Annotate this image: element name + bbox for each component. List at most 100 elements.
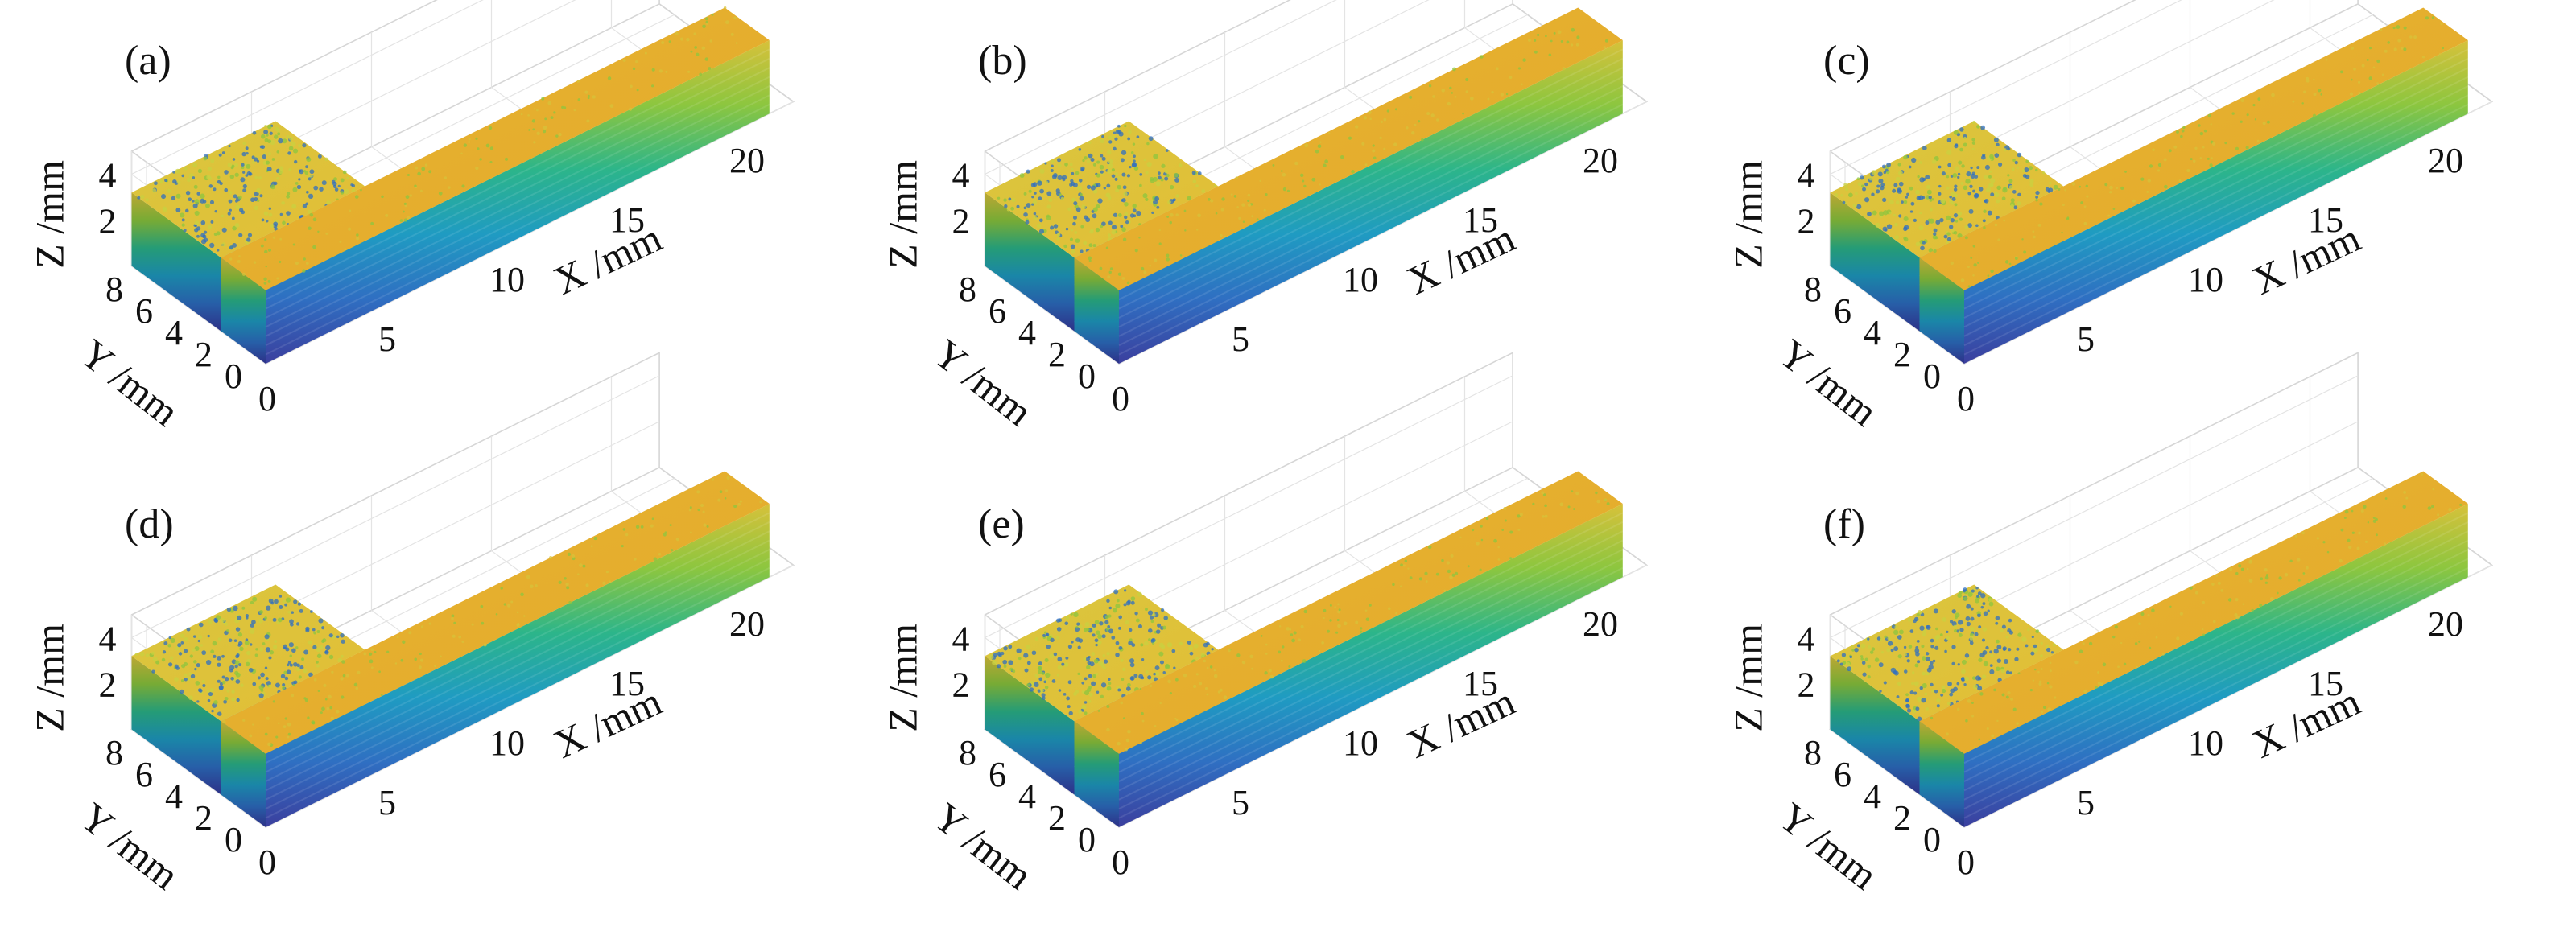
block-1-point [1922,632,1927,636]
block-0-layer-line [1118,76,1624,328]
block-1-point [1201,189,1206,193]
block-1-point [1953,130,1959,135]
block-0-point [394,662,398,665]
block-1-point [237,643,242,647]
block-0-point [284,717,287,720]
block-1-point [2033,647,2038,653]
block-0-point [1221,197,1225,201]
block-1-point [1988,175,1992,179]
block-0-point [1372,149,1376,153]
block-0-point [2400,47,2404,50]
block-0-point [1158,229,1162,232]
block-1-point [1079,196,1084,201]
block-0-point [1373,156,1377,160]
block-0-side-face [1074,721,1119,827]
block-0-point [1278,625,1282,628]
block-1-point [1050,637,1055,643]
block-1-point [1125,686,1131,691]
block-1-point [2016,647,2020,651]
block-0-point [1117,272,1122,276]
block-1-point [1026,661,1031,665]
block-0-point [1209,665,1213,669]
block-1-point [1001,651,1005,656]
block-1-point [245,638,249,641]
block-1-point [228,199,233,204]
block-0-point [1971,702,1974,704]
block-1-point [201,650,207,656]
block-1-point [1075,207,1081,212]
x-tick-label: 10 [2188,723,2223,763]
block-0-point [1169,220,1172,225]
block-0-side-face [1919,257,1964,364]
block-1-point [268,684,272,688]
block-1-point [2014,160,2018,165]
block-1-point [242,171,246,174]
block-0-point [2157,163,2162,167]
block-0-layer-line [1963,558,2469,810]
block-1-point [1925,175,1930,180]
block-1-point [1175,194,1179,198]
block-1-point [1053,224,1059,229]
block-1-point [1129,213,1135,218]
block-1-point [346,176,349,180]
x-tick-label: 0 [258,842,276,882]
block-1-point [1108,682,1112,686]
block-1-point [1094,620,1100,624]
block-1-point [1191,171,1196,175]
block-1-point [1161,163,1166,168]
block-1-point [287,610,291,614]
block-1-point [293,680,298,685]
block-0-point [663,533,667,537]
block-1-point [1171,649,1176,653]
block-0-point [1360,627,1363,630]
block-1-point [210,159,215,163]
block-0-point [1394,108,1397,111]
block-0-point [2190,158,2193,161]
block-1-point [1114,137,1118,141]
block-0-point [229,257,233,261]
block-0-point [1418,577,1422,581]
block-0-point [458,635,462,639]
block-1-point [315,660,319,664]
block-1-point [208,695,213,699]
block-1-point [139,651,145,657]
block-1-point [1092,623,1096,628]
block-1-point [296,663,300,668]
block-0-point [2231,112,2235,115]
block-0-point [590,545,593,548]
block-0-point [1251,667,1254,670]
block-1-point [1862,672,1867,677]
block-1-point [167,644,171,648]
block-1-point [208,225,213,229]
block-0-point [2322,541,2326,544]
block-1-point [1056,674,1060,677]
block-1-point [240,177,246,183]
block-1-point [1982,219,1986,223]
block-1-point [309,169,315,175]
block-1-point [1972,684,1978,690]
block-1-point [276,176,279,180]
block-1-point [1970,607,1974,611]
block-1-point [1076,185,1083,192]
y-tick-label: 6 [1834,291,1852,331]
block-1-point [252,160,255,164]
block-0-point [1213,669,1216,672]
block-1-point [1995,616,2000,620]
block-0-point [2289,559,2293,563]
block-1-point [1996,666,2000,672]
block-0-point [2297,558,2301,562]
block-0-layer-line [265,85,770,337]
block-1-point [1141,657,1145,661]
block-1-point [1975,675,1981,681]
block-1-point [1029,687,1034,692]
block-0-point [399,219,403,222]
block-1-point [2001,196,2006,201]
block-1-point [221,680,226,685]
y-tick-label: 4 [1018,313,1036,352]
block-0-point [1139,741,1142,744]
block-1-point [1993,137,1999,142]
block-1-point [252,130,257,135]
block-1-point [1103,187,1106,190]
block-1-point [196,700,200,703]
block-1-point [1897,171,1903,175]
